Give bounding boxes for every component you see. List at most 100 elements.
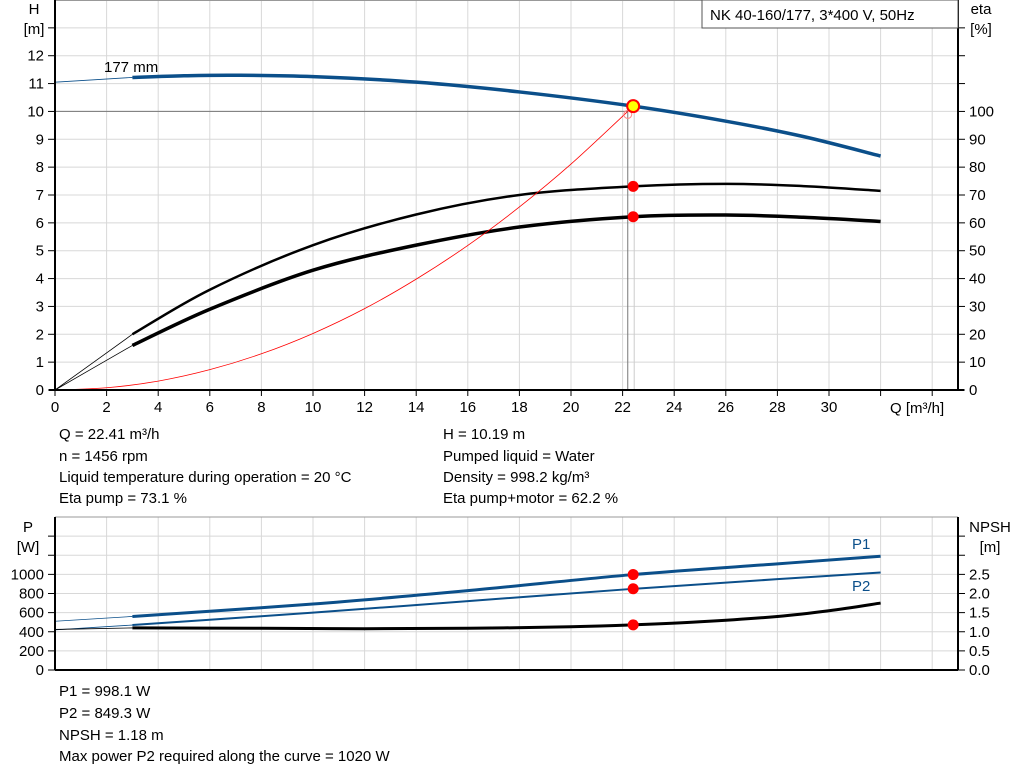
y-tick-label: 0 (36, 662, 44, 679)
bottom-grid (54, 516, 958, 671)
y2-tick-label: 40 (969, 271, 986, 288)
eta-pump-curve (131, 182, 881, 336)
info-top: Q = 22.41 m³/h n = 1456 rpm Liquid tempe… (59, 426, 618, 507)
y2-label-npsh-unit: [m] (980, 539, 1001, 556)
top-grid (54, 0, 958, 391)
info-eta-pump: Eta pump = 73.1 % (59, 490, 187, 507)
y-tick-label: 600 (19, 605, 44, 622)
y-label-p-unit: [W] (17, 539, 40, 556)
y2-tick-label: 0 (969, 382, 977, 399)
y2-tick-label: 60 (969, 215, 986, 232)
y2-label-npsh: NPSH (969, 519, 1011, 536)
info-max-power: Max power P2 required along the curve = … (59, 748, 390, 765)
title-box (701, 0, 959, 29)
head-curve (132, 73, 882, 158)
x-tick-label: 26 (717, 399, 734, 416)
y2-tick-label: 50 (969, 243, 986, 260)
y2-label-eta: eta (971, 1, 993, 18)
x-tick-label: 30 (821, 399, 838, 416)
y-tick-label: 10 (27, 103, 44, 120)
p1-curve (132, 554, 881, 618)
y2-tick-label: 0.5 (969, 643, 990, 660)
npsh-extension (54, 627, 133, 630)
x-tick-label: 2 (102, 399, 110, 416)
x-tick-label: 16 (459, 399, 476, 416)
y-tick-label: 12 (27, 48, 44, 65)
head-extension (54, 77, 133, 83)
y-tick-label: 800 (19, 586, 44, 603)
y-tick-label: 400 (19, 624, 44, 641)
info-bottom: P1 = 998.1 W P2 = 849.3 W NPSH = 1.18 m … (59, 683, 390, 765)
y2-tick-label: 100 (969, 103, 994, 120)
curve-label: 177 mm (104, 59, 158, 76)
info-liquid: Pumped liquid = Water (443, 448, 595, 465)
y-label-h-unit: [m] (24, 21, 45, 38)
info-density: Density = 998.2 kg/m³ (443, 469, 589, 486)
x-tick-label: 0 (51, 399, 59, 416)
series-label-p2: P2 (852, 578, 870, 595)
info-h: H = 10.19 m (443, 426, 525, 443)
operating-point-npsh (627, 619, 639, 631)
y-tick-label: 6 (36, 215, 44, 232)
y-label-h: H (29, 1, 40, 18)
y2-tick-label: 30 (969, 298, 986, 315)
P1-extension (54, 616, 133, 622)
x-tick-label: 24 (666, 399, 683, 416)
eta-pump-motor-curve (131, 213, 881, 348)
x-tick-label: 14 (408, 399, 425, 416)
info-q: Q = 22.41 m³/h (59, 426, 159, 443)
y-tick-label: 2 (36, 326, 44, 343)
x-tick-label: 4 (154, 399, 162, 416)
y2-tick-label: 2.5 (969, 566, 990, 583)
operating-point-eta-pump-motor (627, 211, 639, 223)
y-tick-label: 8 (36, 159, 44, 176)
y-tick-label: 9 (36, 131, 44, 148)
y-tick-label: 4 (36, 271, 44, 288)
x-tick-label: 10 (305, 399, 322, 416)
x-tick-label: 20 (563, 399, 580, 416)
axes: 0 2 4 6 8 10 12 14 16 18 20 22 24 26 28 300123456789101… (11, 0, 994, 679)
y-tick-label: 1000 (11, 566, 44, 583)
operating-point-eta-pump (627, 180, 639, 192)
series-label-p1: P1 (852, 536, 870, 553)
y-label-p: P (23, 519, 33, 536)
chart-title: NK 40-160/177, 3*400 V, 50Hz (710, 7, 915, 24)
y2-tick-label: 10 (969, 354, 986, 371)
operating-point-head (626, 99, 641, 114)
operating-point-p2 (627, 583, 639, 595)
system-curve-curve (54, 111, 629, 391)
info-p2: P2 = 849.3 W (59, 705, 151, 722)
eta-pump-motor-extension (54, 345, 133, 391)
y2-tick-label: 80 (969, 159, 986, 176)
info-n: n = 1456 rpm (59, 448, 148, 465)
y-tick-label: 1 (36, 354, 44, 371)
info-p1: P1 = 998.1 W (59, 683, 151, 700)
y-tick-label: 3 (36, 298, 44, 315)
eta-pump-extension (54, 333, 133, 391)
npsh-curve (132, 601, 881, 631)
y2-tick-label: 0.0 (969, 662, 990, 679)
x-tick-label: 12 (356, 399, 373, 416)
info-temp: Liquid temperature during operation = 20… (59, 469, 352, 486)
top-curves (54, 73, 882, 391)
y-tick-label: 11 (28, 76, 44, 93)
x-label: Q [m³/h] (890, 400, 944, 417)
x-tick-label: 18 (511, 399, 528, 416)
x-tick-label: 6 (206, 399, 214, 416)
y2-tick-label: 20 (969, 326, 986, 343)
x-tick-label: 8 (257, 399, 265, 416)
info-eta-pump-motor: Eta pump+motor = 62.2 % (443, 490, 618, 507)
y-tick-label: 5 (36, 243, 44, 260)
y-tick-label: 200 (19, 643, 44, 660)
y2-tick-label: 70 (969, 187, 986, 204)
y2-label-eta-unit: [%] (970, 21, 992, 38)
y-tick-label: 7 (36, 187, 44, 204)
info-npsh: NPSH = 1.18 m (59, 727, 164, 744)
x-tick-label: 28 (769, 399, 786, 416)
x-tick-label: 22 (614, 399, 631, 416)
bottom-curves (54, 554, 881, 631)
y2-tick-label: 2.0 (969, 586, 990, 603)
y2-tick-label: 1.0 (969, 624, 990, 641)
y-tick-label: 0 (36, 382, 44, 399)
